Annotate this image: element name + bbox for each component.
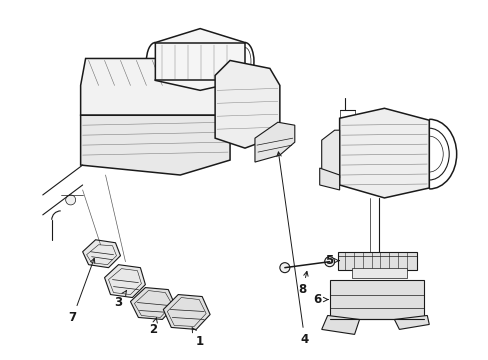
Polygon shape <box>82 240 120 268</box>
Polygon shape <box>319 168 339 190</box>
Polygon shape <box>394 315 428 329</box>
Polygon shape <box>163 294 210 329</box>
Polygon shape <box>155 28 244 90</box>
Polygon shape <box>329 280 424 319</box>
Text: 6: 6 <box>313 293 327 306</box>
Circle shape <box>279 263 289 273</box>
Polygon shape <box>215 60 279 148</box>
Polygon shape <box>104 265 145 298</box>
Polygon shape <box>321 130 339 178</box>
Text: 8: 8 <box>298 271 307 296</box>
Polygon shape <box>81 115 229 175</box>
Text: 2: 2 <box>149 318 157 336</box>
Text: 4: 4 <box>276 152 308 346</box>
Circle shape <box>324 257 334 267</box>
Text: 3: 3 <box>114 291 126 309</box>
Polygon shape <box>339 108 428 198</box>
Polygon shape <box>254 122 294 162</box>
Polygon shape <box>130 288 175 319</box>
Polygon shape <box>337 252 416 270</box>
Circle shape <box>65 195 76 205</box>
Polygon shape <box>321 315 359 334</box>
Text: 5: 5 <box>325 254 339 267</box>
Polygon shape <box>351 268 407 278</box>
Text: 7: 7 <box>68 258 95 324</box>
Polygon shape <box>81 58 229 115</box>
Text: 1: 1 <box>192 328 204 348</box>
